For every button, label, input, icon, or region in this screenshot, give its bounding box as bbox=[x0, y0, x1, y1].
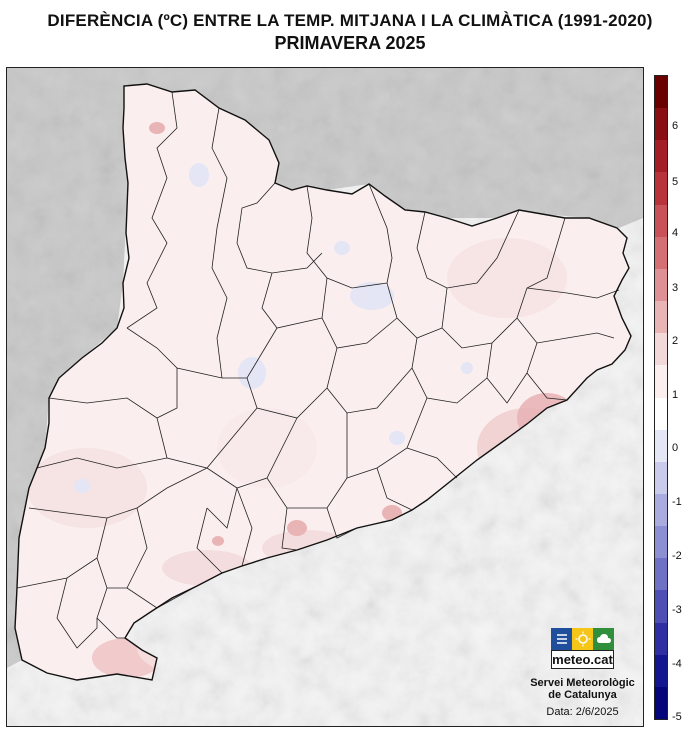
legend-color-step bbox=[655, 365, 667, 398]
organization-line-1: Servei Meteorològic bbox=[530, 677, 635, 689]
map-title: DIFERÈNCIA (ºC) ENTRE LA TEMP. MITJANA I… bbox=[47, 11, 653, 30]
legend-color-step bbox=[655, 397, 667, 431]
legend-color-step bbox=[655, 236, 667, 270]
organization-line-2: de Catalunya bbox=[548, 689, 617, 701]
legend-color-step bbox=[655, 108, 667, 141]
legend-color-step bbox=[655, 429, 667, 463]
legend-color-step bbox=[655, 76, 667, 109]
map-frame bbox=[6, 67, 644, 727]
map-header: DIFERÈNCIA (ºC) ENTRE LA TEMP. MITJANA I… bbox=[0, 10, 700, 54]
date-label: Data: 2/6/2025 bbox=[546, 706, 619, 718]
legend-color-step bbox=[655, 172, 667, 206]
legend-tick-label: 3 bbox=[672, 282, 679, 294]
cloud-icon bbox=[593, 628, 614, 650]
legend-tick-label: -2 bbox=[672, 550, 682, 562]
legend-color-step bbox=[655, 622, 667, 656]
legend-color-step bbox=[655, 654, 667, 688]
legend-tick-label: -1 bbox=[672, 496, 682, 508]
legend-color-step bbox=[655, 301, 667, 334]
legend-tick-label: 6 bbox=[672, 120, 679, 132]
legend-tick-label: -5 bbox=[672, 711, 682, 723]
legend-tick-label: 5 bbox=[672, 176, 679, 188]
temperature-anomaly-map bbox=[7, 68, 643, 726]
legend-color-step bbox=[655, 333, 667, 366]
legend-tick-label: 4 bbox=[672, 227, 679, 239]
organization-name: Servei Meteorològic de Catalunya bbox=[520, 677, 645, 701]
legend-color-step bbox=[655, 590, 667, 624]
legend-color-step bbox=[655, 461, 667, 495]
rain-icon bbox=[551, 628, 572, 650]
legend-color-step bbox=[655, 140, 667, 173]
comarca-boundaries bbox=[16, 91, 620, 649]
legend-tick-label: -3 bbox=[672, 604, 682, 616]
color-scale-legend bbox=[654, 75, 668, 720]
legend-tick-label: 0 bbox=[672, 442, 679, 454]
legend-color-step bbox=[655, 204, 667, 238]
legend-tick-label: 2 bbox=[672, 335, 679, 347]
map-subtitle: PRIMAVERA 2025 bbox=[274, 33, 426, 53]
sun-icon bbox=[572, 628, 593, 650]
legend-tick-label: 1 bbox=[672, 389, 679, 401]
legend-color-step bbox=[655, 526, 667, 559]
legend-color-step bbox=[655, 268, 667, 302]
legend-color-step bbox=[655, 686, 667, 720]
legend-tick-label: -4 bbox=[672, 658, 682, 670]
legend-color-step bbox=[655, 493, 667, 527]
logo-text: meteo.cat bbox=[551, 650, 614, 669]
meteocat-logo: meteo.cat bbox=[551, 628, 614, 670]
legend-color-step bbox=[655, 558, 667, 591]
